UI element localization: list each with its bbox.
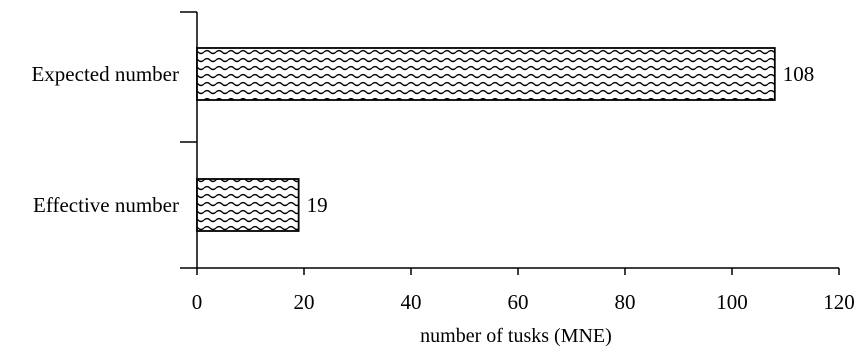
x-tick-label: 100 (716, 290, 748, 314)
data-label: 108 (783, 62, 815, 86)
x-axis-title: number of tusks (MNE) (420, 325, 612, 347)
data-label: 19 (307, 193, 328, 217)
category-label: Effective number (33, 193, 179, 217)
x-tick-label: 40 (401, 290, 422, 314)
bar-effective-number (196, 178, 300, 232)
bars (196, 47, 776, 232)
x-tick-label: 80 (615, 290, 636, 314)
category-label: Expected number (31, 62, 179, 86)
bar-expected-number (196, 47, 776, 101)
x-tick-label: 0 (192, 290, 203, 314)
x-tick-label: 120 (823, 290, 855, 314)
axes: 0 20 40 60 80 100 120 (180, 11, 855, 314)
labels: Expected number 108 Effective number 19 (31, 62, 814, 217)
x-tick-label: 60 (508, 290, 529, 314)
x-tick-label: 20 (294, 290, 315, 314)
